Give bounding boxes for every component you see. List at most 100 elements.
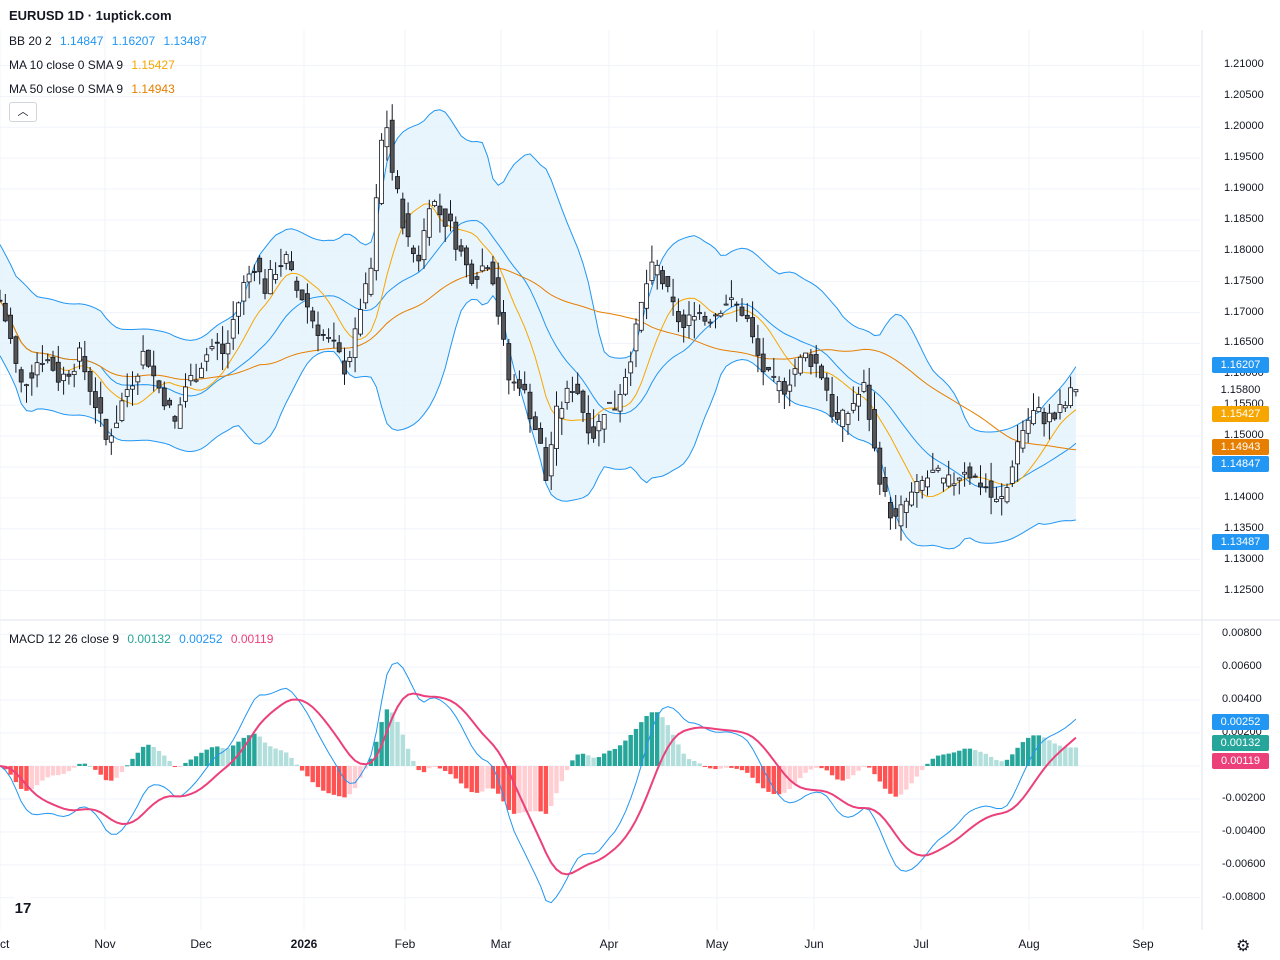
tradingview-logo-icon[interactable]: 17 — [8, 896, 38, 922]
candle-body — [0, 299, 3, 302]
bb-legend-label: BB 20 2 — [9, 34, 52, 48]
candle-body — [888, 501, 893, 519]
candle-body — [40, 362, 45, 365]
candle-body — [983, 486, 989, 489]
candle-body — [999, 496, 1005, 499]
macd-histogram-bar — [358, 766, 363, 778]
macd-histogram-bar — [395, 721, 400, 766]
candle-body — [941, 477, 946, 484]
macd-histogram-bar — [538, 766, 543, 812]
macd-histogram-bar — [628, 734, 633, 766]
price-tick-label: 1.13500 — [1224, 521, 1264, 534]
candle-body — [13, 336, 19, 364]
gear-icon[interactable]: ⚙ — [1236, 938, 1251, 955]
candle-body — [257, 257, 263, 273]
candle-body — [384, 127, 390, 148]
macd-histogram-bar — [808, 766, 814, 770]
macd-histogram-bar — [803, 766, 808, 773]
macd-histogram-bar — [983, 753, 988, 766]
candle-body — [1047, 412, 1052, 423]
candle-body — [548, 444, 554, 477]
price-tick-label: 1.17500 — [1224, 274, 1264, 287]
price-badge: 1.14943 — [1212, 439, 1269, 455]
candle-body — [744, 314, 750, 319]
candle-body — [776, 380, 782, 392]
macd-legend[interactable]: MACD 12 26 close 9 0.00132 0.00252 0.001… — [9, 632, 273, 646]
candle-body — [623, 377, 628, 395]
macd-histogram-bar — [125, 765, 130, 767]
candle-body — [1020, 430, 1026, 449]
candle-body — [485, 267, 491, 270]
candle-body — [453, 221, 459, 250]
ma10-legend[interactable]: MA 10 close 0 SMA 9 1.15427 — [9, 58, 175, 72]
macd-histogram-bar — [962, 748, 967, 766]
candle-body — [988, 480, 994, 498]
macd-histogram-bar — [1063, 747, 1068, 766]
ma50-legend[interactable]: MA 50 close 0 SMA 9 1.14943 — [9, 82, 175, 96]
candle-body — [554, 405, 559, 449]
candle-body — [813, 354, 819, 364]
candle-body — [808, 354, 814, 367]
month-label: May — [705, 937, 729, 951]
candle-body — [1036, 407, 1042, 413]
macd-histogram-bar — [734, 766, 739, 769]
macd-histogram-bar — [1010, 754, 1015, 766]
macd-histogram-bar — [856, 766, 861, 771]
price-tick-label: 1.18500 — [1224, 212, 1264, 225]
macd-histogram-bar — [310, 766, 315, 783]
macd-histogram-bar — [1068, 747, 1073, 766]
macd-histogram-bar — [225, 748, 231, 766]
macd-histogram-bar — [331, 766, 337, 795]
macd-histogram-bar — [602, 753, 607, 766]
candle-body — [389, 119, 395, 173]
macd-histogram-bar — [549, 766, 554, 806]
candle-body — [474, 276, 480, 280]
candle-body — [198, 367, 204, 379]
candle-body — [395, 176, 400, 190]
bb-lower-value: 1.13487 — [163, 34, 207, 48]
candle-body — [628, 361, 634, 374]
macd-histogram-bar — [246, 735, 252, 766]
macd-histogram-bar — [130, 758, 135, 766]
macd-histogram-bar — [416, 766, 421, 771]
candle-body — [723, 303, 729, 306]
candle-body — [315, 324, 321, 336]
macd-histogram-bar — [66, 766, 72, 772]
macd-histogram-bar — [867, 766, 872, 768]
candle-body — [45, 359, 51, 362]
macd-histogram-bar — [580, 753, 586, 766]
candle-body — [230, 319, 236, 339]
candle-body — [866, 384, 872, 420]
candle-body — [103, 418, 109, 440]
macd-histogram-bar — [718, 766, 723, 769]
month-label: Oct — [0, 937, 10, 951]
macd-histogram-bar — [920, 766, 925, 770]
candle-body — [596, 421, 602, 432]
price-tick-label: 1.18000 — [1224, 243, 1264, 256]
macd-histogram-bar — [262, 742, 268, 766]
candle-body — [718, 312, 724, 317]
macd-histogram-bar — [278, 750, 284, 766]
macd-histogram-bar — [575, 754, 580, 766]
legend-collapse-button[interactable]: ︿ — [9, 102, 37, 122]
bb-legend[interactable]: BB 20 2 1.14847 1.16207 1.13487 — [9, 34, 207, 48]
macd-histogram-bar — [188, 759, 193, 766]
macd-histogram-bar — [655, 712, 660, 766]
candle-body — [283, 254, 289, 264]
macd-hist-value: 0.00132 — [127, 632, 171, 646]
macd-histogram-bar — [782, 766, 787, 793]
macd-histogram-bar — [347, 766, 352, 795]
candle-body — [130, 385, 135, 390]
macd-histogram-bar — [1015, 747, 1020, 766]
candle-body — [336, 342, 342, 353]
macd-histogram-bar — [591, 757, 596, 766]
macd-line — [0, 662, 1077, 904]
macd-badge: 0.00132 — [1212, 735, 1269, 751]
macd-histogram-bar — [729, 766, 734, 768]
macd-histogram-bar — [739, 766, 745, 771]
candle-body — [34, 362, 40, 376]
candle-body — [310, 310, 316, 322]
ma50-legend-label: MA 50 close 0 SMA 9 — [9, 82, 124, 96]
macd-histogram-bar — [893, 766, 898, 797]
